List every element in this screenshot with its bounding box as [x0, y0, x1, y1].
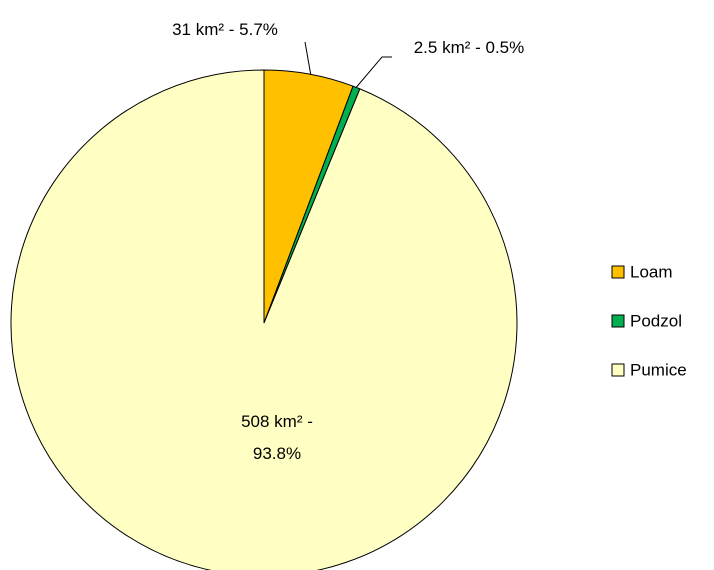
data-label: 31 km² - 5.7%: [172, 20, 278, 39]
leader-line: [304, 41, 312, 77]
leader-line: [353, 56, 392, 91]
pie-slice: [10, 69, 518, 570]
legend-swatch: [611, 363, 625, 377]
legend-label: Loam: [630, 262, 673, 281]
data-label: 2.5 km² - 0.5%: [413, 38, 525, 57]
data-label: 508 km² - 93.8%: [241, 412, 313, 463]
legend-label: Pumice: [630, 360, 687, 379]
legend-label: Podzol: [630, 311, 682, 330]
legend-swatch: [611, 265, 625, 279]
legend-swatch: [611, 314, 625, 328]
